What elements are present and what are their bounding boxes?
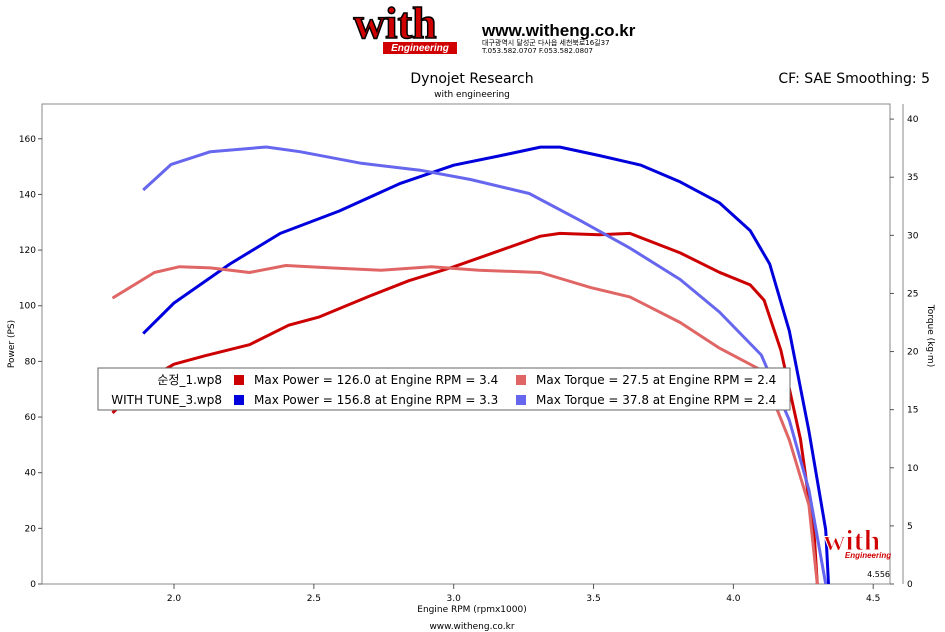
y2-tick-label: 10 [907, 464, 919, 474]
watermark: with [824, 524, 881, 557]
legend-label: Max Power = 156.8 at Engine RPM = 3.3 [254, 393, 498, 407]
y2-tick-label: 5 [907, 522, 913, 532]
y2-tick-label: 40 [907, 115, 919, 125]
settings: CF: SAE Smoothing: 5 [778, 71, 930, 87]
chart-title: Dynojet Research [410, 71, 533, 87]
y2-tick-label: 15 [907, 406, 918, 416]
legend-swatch [234, 395, 244, 405]
y-tick-label: 60 [25, 413, 37, 423]
y-axis-label: Power (PS) [7, 320, 17, 368]
legend-swatch [516, 395, 526, 405]
y-tick-label: 140 [19, 190, 36, 200]
series-line [111, 231, 819, 585]
logo: with [353, 0, 436, 48]
y2-tick-label: 30 [907, 231, 919, 241]
x-tick-label: 2.0 [167, 594, 182, 604]
x-tick-label: 3.0 [447, 594, 462, 604]
legend-label: Max Power = 126.0 at Engine RPM = 3.4 [254, 373, 498, 387]
legend-swatch [516, 375, 526, 385]
address: 대구광역시 달성군 다사읍 세천북로16길37 [482, 38, 610, 47]
phone: T.053.582.0707 F.053.582.0807 [481, 47, 593, 55]
y-tick-label: 40 [25, 469, 37, 479]
y2-tick-label: 35 [907, 173, 918, 183]
legend-label: Max Torque = 27.5 at Engine RPM = 2.4 [536, 373, 776, 387]
logo-band [383, 42, 457, 54]
legend-label: Max Torque = 37.8 at Engine RPM = 2.4 [536, 393, 776, 407]
logo-sub: Engineering [391, 43, 449, 54]
chart-subtitle: with engineering [434, 90, 510, 100]
y2-tick-label: 25 [907, 289, 918, 299]
footer: www.witheng.co.kr [429, 622, 514, 632]
x-tick-label: 3.5 [586, 594, 600, 604]
site: www.witheng.co.kr [481, 21, 636, 40]
legend [97, 367, 791, 411]
series-line [142, 145, 830, 585]
legend-file: WITH TUNE_3.wp8 [111, 393, 222, 407]
legend-file: 순정_1.wp8 [157, 373, 222, 387]
x-axis-label: Engine RPM (rpmx1000) [417, 605, 526, 615]
x-tick-label: 2.5 [307, 594, 321, 604]
legend-swatch [234, 375, 244, 385]
y2-axis-label: Torque (kg·m) [925, 304, 935, 367]
y-tick-label: 120 [19, 246, 36, 256]
x-tick-label: 4.5 [866, 594, 880, 604]
y-tick-label: 20 [25, 524, 37, 534]
watermark-sub: Engineering [845, 551, 891, 560]
y2-tick-label: 0 [907, 580, 913, 590]
y-tick-label: 160 [19, 135, 36, 145]
plot-area [41, 103, 891, 585]
y-tick-label: 100 [19, 302, 36, 312]
y-tick-label: 0 [30, 580, 36, 590]
end-annotation: 4.556 [867, 570, 890, 579]
x-tick-label: 4.0 [726, 594, 741, 604]
y2-tick-label: 20 [907, 348, 919, 358]
y-tick-label: 80 [25, 357, 37, 367]
